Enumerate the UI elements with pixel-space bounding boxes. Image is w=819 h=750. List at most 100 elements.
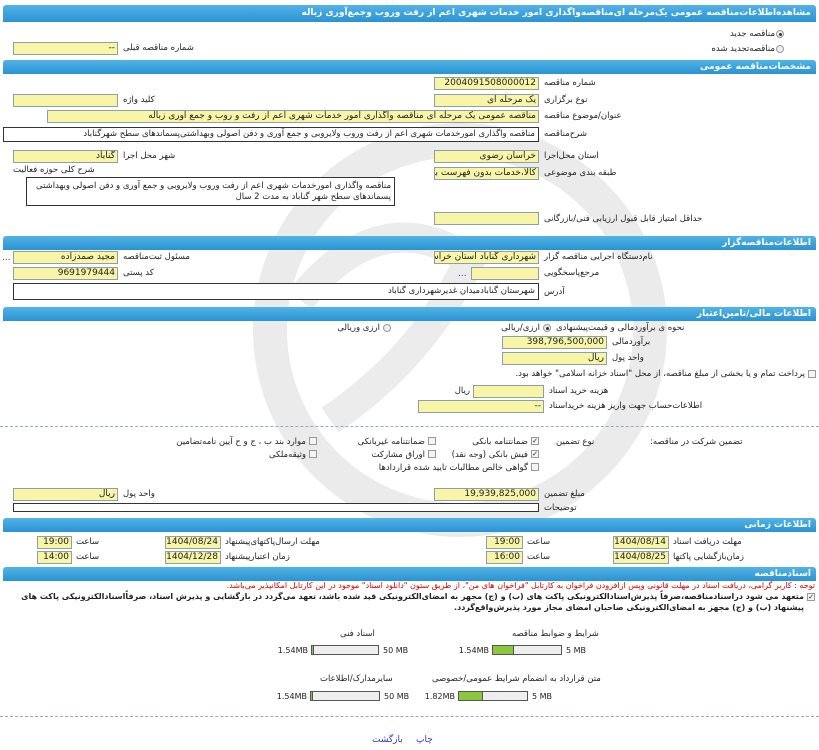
commitment-line-2: پیشنهاد (ب) و (ج) مجهز به امضای‌الکترونی… [454,603,804,612]
file-max-contract: 5 MB [532,692,553,701]
currency-label: واحد پول [612,353,644,363]
receivables-certificate-label: گواهی خالص مطالبات تایید شده قراردادها [378,463,528,473]
open-time-label: ساعت [527,552,551,562]
section-finance: اطلاعات مالی/تامین‌اعتبار [3,307,816,321]
postal-code-label: کد پستی [123,268,154,278]
bank-receipt-label: فیش بانکی (وجه نقد) [451,450,528,460]
registrar-more-link[interactable]: ... [2,253,11,263]
file-progress-conditions[interactable] [492,645,562,655]
city-label: شهر محل اجرا [123,151,176,161]
registrar-field[interactable]: مجید صمدزاده [13,251,118,264]
file-size-other: 1.54MB [276,692,307,701]
keyword-field[interactable] [13,94,118,107]
commitment-line-1: متعهد می شود دراسنادمناقصه،صرفاً پذیرش‌ا… [21,592,804,601]
currency-both-label: ارزی وریالی [337,323,380,333]
min-score-field[interactable] [434,212,539,225]
validity-date-field[interactable]: 1404/12/28 [165,551,221,564]
guarantee-type-label: نوع تضمین [556,437,595,447]
estimate-field[interactable]: 398,796,500,000 [502,336,607,349]
open-date-field[interactable]: 1404/08/25 [613,551,669,564]
property-deed-label: وثیقه‌ملکی [268,450,306,460]
guarantee-currency-label: واحد پول [123,489,155,499]
doc-time-field[interactable]: 19:00 [486,536,523,549]
receivables-certificate-checkbox[interactable] [531,463,539,471]
guarantee-currency-field[interactable]: ریال [13,488,118,501]
currency-both-radio[interactable] [383,324,391,332]
submit-time-label: ساعت [76,537,100,547]
section-organizer: اطلاعات‌مناقصه‌گزار [3,236,816,250]
divider [0,716,819,717]
currency-field[interactable]: ریال [502,352,607,365]
holding-type-label: نوع برگزاری [544,95,588,105]
submit-date-field[interactable]: 1404/08/24 [165,536,221,549]
open-time-field[interactable]: 16:00 [486,551,523,564]
print-link[interactable]: چاپ [416,735,433,745]
subject-label: عنوان/موضوع مناقصه [544,111,622,121]
subject-field[interactable]: مناقصه عمومی یک مرحله ای مناقصه واگذاری … [47,110,539,123]
progress-fill [312,646,314,654]
postal-code-field[interactable]: 9691979444 [13,267,118,280]
section-general: مشخصات‌مناقصه عمومی [3,60,816,74]
validity-time-field[interactable]: 14:00 [37,551,72,564]
reference-more-link[interactable]: ... [458,269,467,279]
new-tender-label: مناقصه جدید [730,29,775,39]
account-label: اطلاعات‌حساب جهت واریز هزینه خریداسناد [549,401,703,411]
file-size-contract: 1.82MB [424,692,455,701]
file-max-technical: 50 MB [383,646,409,655]
address-field[interactable]: شهرستان گنابادمیدان غدیرشهرداری گناباد [13,283,539,300]
currency-rial-radio[interactable] [543,324,551,332]
file-progress-contract[interactable] [458,691,528,701]
file-label-other: سایرمدارک/اطلاعات [320,674,393,684]
notes-field[interactable] [13,503,539,512]
description-field[interactable]: مناقصه واگذاری امورخدمات شهری اعم از رفت… [3,127,539,142]
province-field[interactable]: خراسان رضوی [434,150,539,163]
file-progress-technical[interactable] [311,645,379,655]
city-field[interactable]: گناباد [13,150,118,163]
bonds-checkbox[interactable] [428,450,436,458]
bank-guarantee-checkbox[interactable]: ✓ [531,437,539,445]
guarantee-amount-label: مبلغ تضمین [544,489,585,499]
guarantee-amount-field[interactable]: 19,939,825,000 [434,488,539,501]
other-guarantee-checkbox[interactable] [309,437,317,445]
prev-tender-number-field[interactable]: -- [13,42,118,55]
estimate-label: برآوردمالی [612,337,651,347]
nonbank-guarantee-checkbox[interactable] [428,437,436,445]
section-timing: اطلاعات زمانی [3,518,816,532]
open-date-label: زمان‌بازگشایی پاکتها [673,552,744,562]
notes-label: توضیحات [544,503,577,513]
treasury-checkbox[interactable] [808,370,816,378]
doc-deadline-field[interactable]: 1404/08/14 [613,536,669,549]
tender-number-label: شماره مناقصه [544,78,596,88]
currency-rial-label: ارزی/ریالی [501,323,540,333]
registrar-label: مسئول ثبت‌مناقصه [123,252,190,262]
doc-fee-field[interactable] [473,385,544,398]
back-link[interactable]: بازگشت [372,735,403,745]
file-progress-other[interactable] [310,691,380,701]
commitment-checkbox[interactable]: ✓ [807,593,815,601]
divider [0,426,819,427]
province-label: استان محل‌اجرا [544,151,599,161]
category-label: طبقه بندی موضوعی [544,168,617,178]
renewed-tender-label: مناقصه‌تجدید شده [711,44,775,54]
activity-field[interactable]: مناقصه واگذاری امورخدمات شهری اعم از رفت… [26,177,395,206]
section-documents: اسنادمناقصه [3,567,816,581]
guarantee-label: تضمین شرکت در مناقصه: [650,437,743,447]
new-tender-radio[interactable] [776,30,784,38]
category-field[interactable]: کالا،خدمات بدون فهرست بها [434,167,539,180]
submit-time-field[interactable]: 19:00 [37,536,72,549]
doc-fee-unit: ریال [454,386,470,396]
organization-field[interactable]: شهرداری گناباد استان خراسان رضوی [434,251,539,264]
progress-fill [493,646,515,654]
property-deed-checkbox[interactable] [309,450,317,458]
organization-label: نام‌دستگاه اجرایی مناقصه گزار [544,252,653,262]
file-size-technical: 1.54MB [277,646,308,655]
file-label-technical: اسناد فنی [340,629,375,639]
bank-receipt-checkbox[interactable]: ✓ [531,450,539,458]
renewed-tender-radio[interactable] [776,45,784,53]
holding-type-field[interactable]: یک مرحله ای [434,94,539,107]
keyword-label: کلید واژه [123,95,155,105]
reference-field[interactable] [471,267,539,280]
file-label-contract: متن قرارداد به انضمام شرایط عمومی/خصوصی [432,674,601,684]
account-field[interactable]: -- [418,400,544,413]
tender-number-field[interactable]: 2004091508000012 [434,77,539,90]
